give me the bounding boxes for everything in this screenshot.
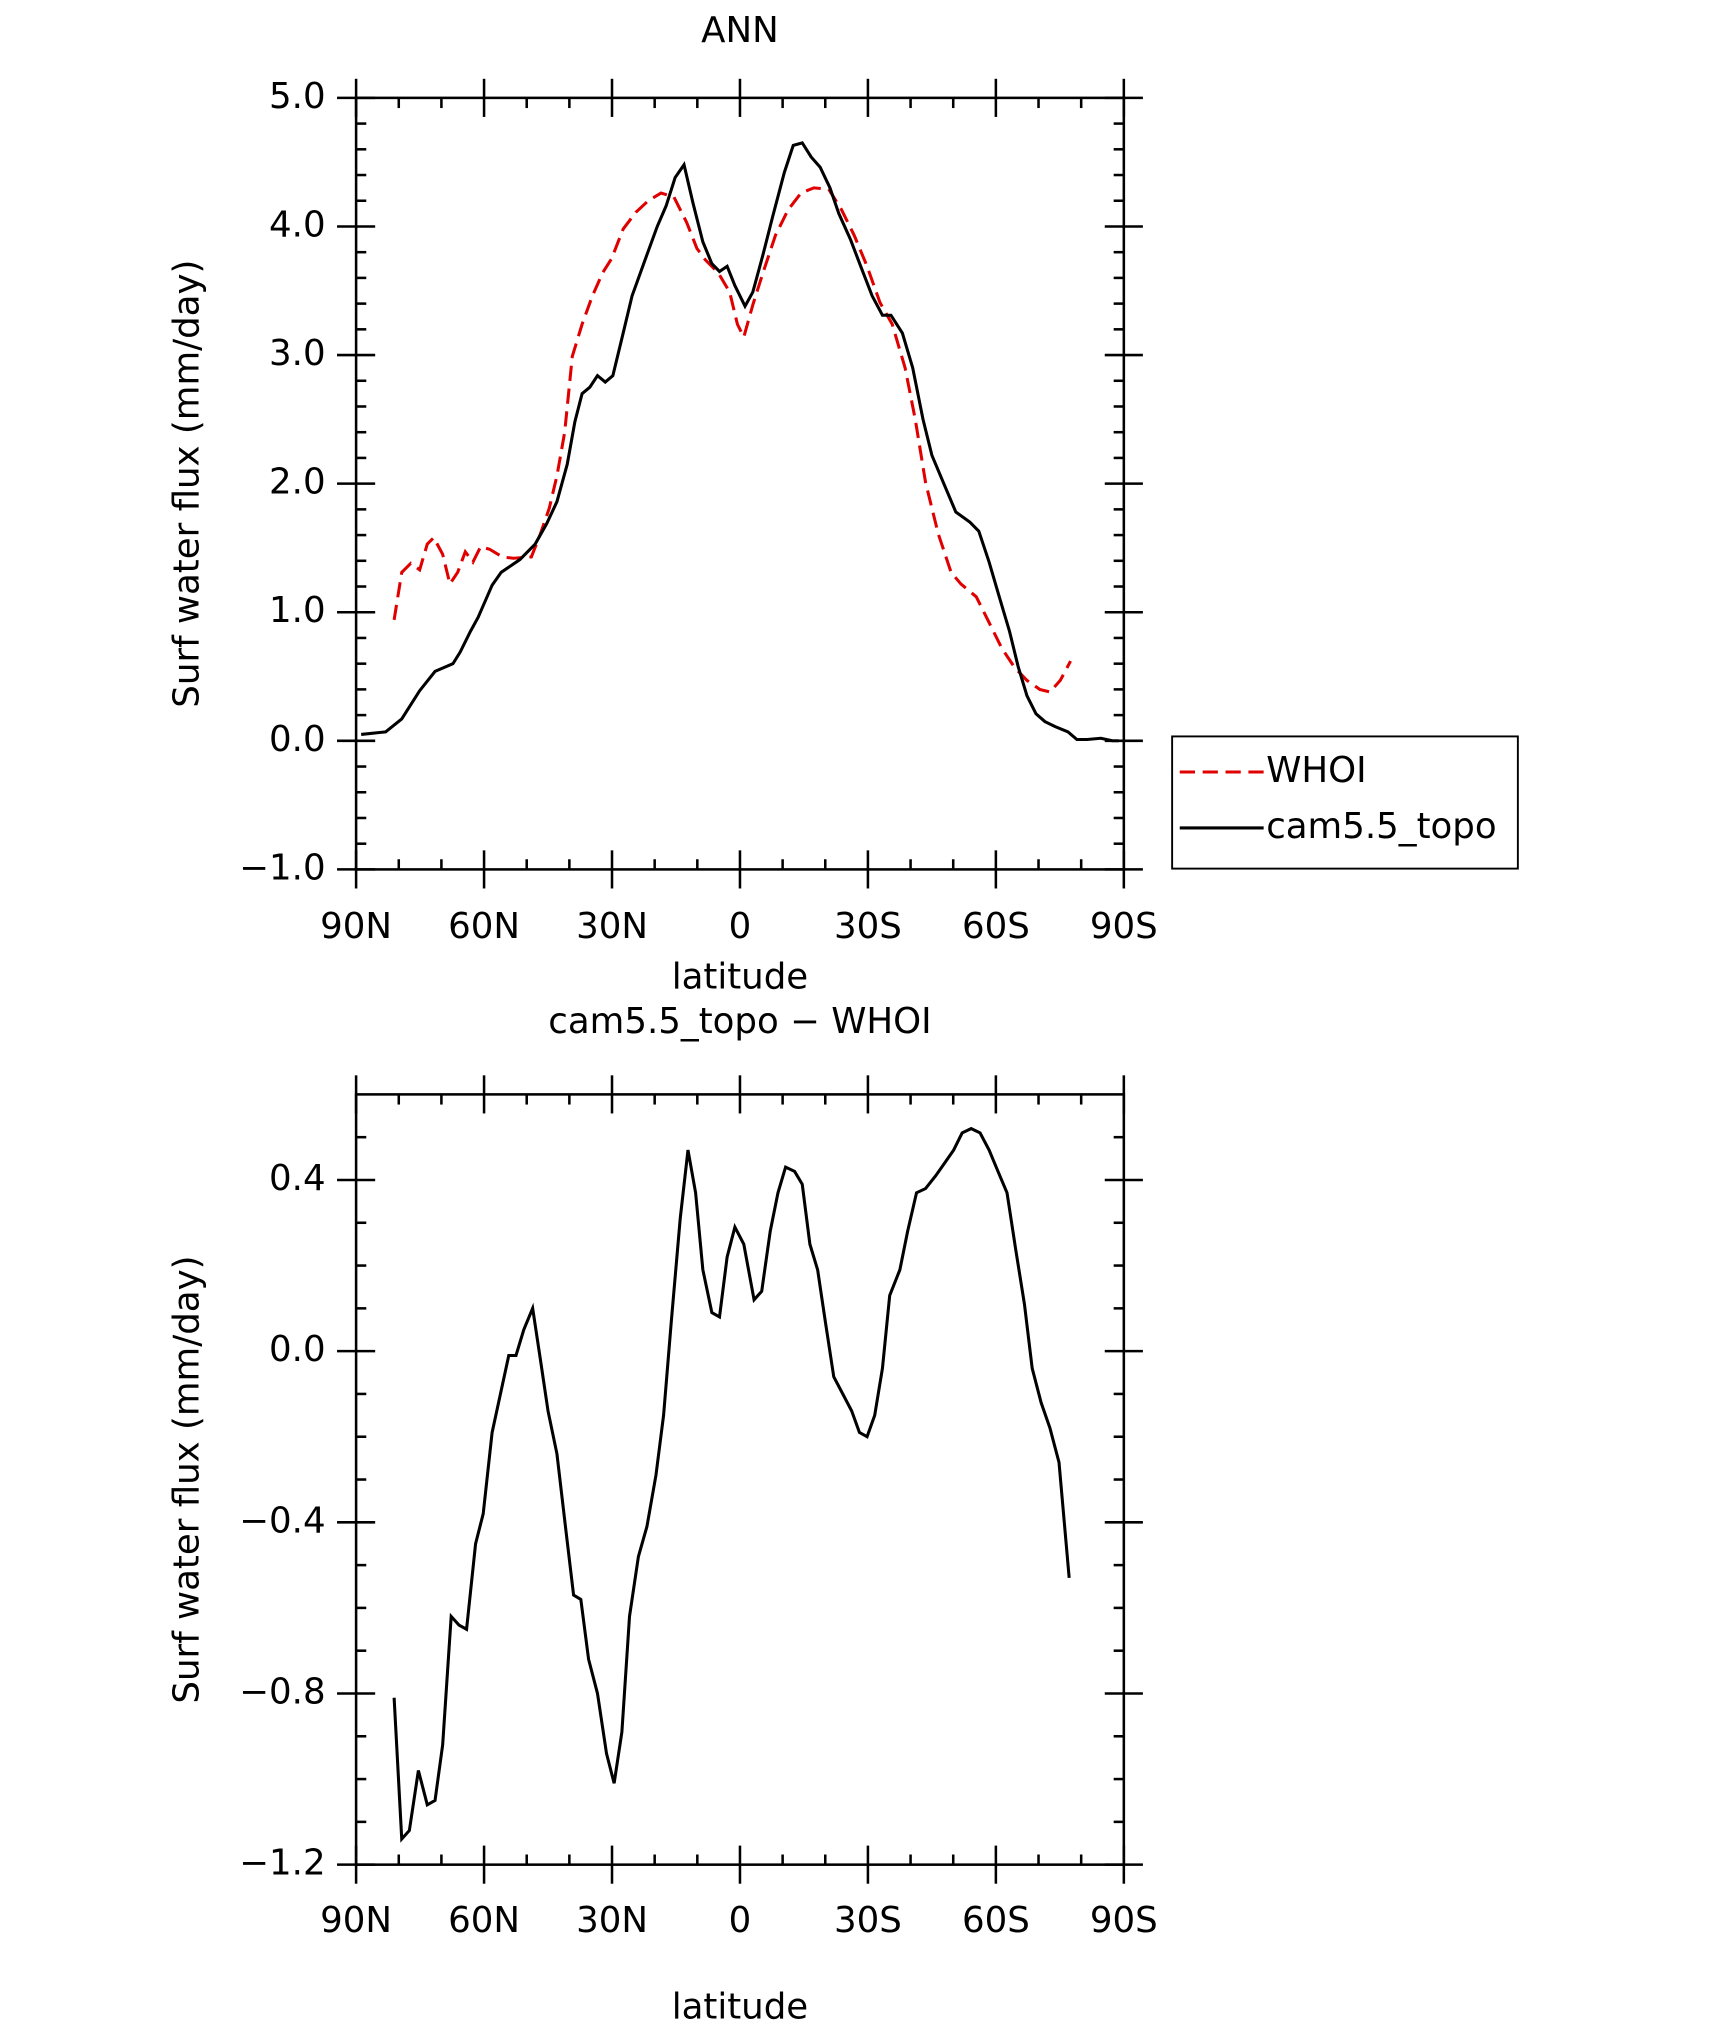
x-tick-label: 90S xyxy=(1090,906,1158,947)
y-tick-label: −1.2 xyxy=(239,1843,325,1884)
x-tick-label: 60S xyxy=(962,1900,1030,1941)
legend-label: cam5.5_topo xyxy=(1266,806,1496,847)
y-tick-label: 0.0 xyxy=(269,719,326,760)
y-tick-label: 4.0 xyxy=(269,204,326,245)
x-tick-label: 30N xyxy=(576,1900,648,1941)
y-axis-title: Surf water flux (mm/day) xyxy=(166,260,207,708)
plot-frame xyxy=(354,96,1126,871)
chart-title: cam5.5_topo − WHOI xyxy=(548,1001,931,1042)
y-tick-label: 0.4 xyxy=(269,1158,326,1199)
x-tick-label: 60S xyxy=(962,906,1030,947)
x-tick-label: 60N xyxy=(448,906,520,947)
legend-label: WHOI xyxy=(1266,750,1366,791)
legend-box xyxy=(1171,735,1519,870)
x-tick-label: 90N xyxy=(320,906,392,947)
x-tick-label: 30S xyxy=(834,1900,902,1941)
y-tick-label: −0.8 xyxy=(239,1671,325,1712)
y-tick-label: 0.0 xyxy=(269,1329,326,1370)
x-tick-label: 60N xyxy=(448,1900,520,1941)
data-line xyxy=(392,186,1072,694)
x-tick-label: 0 xyxy=(729,906,752,947)
y-tick-label: 2.0 xyxy=(269,462,326,503)
y-tick-label: 5.0 xyxy=(269,76,326,117)
x-tick-label: 90S xyxy=(1090,1900,1158,1941)
y-tick-label: −1.0 xyxy=(239,847,325,888)
data-line xyxy=(392,1126,1071,1843)
x-axis-title: latitude xyxy=(672,1986,808,2021)
y-axis-title: Surf water flux (mm/day) xyxy=(166,1255,207,1703)
x-axis-title: latitude xyxy=(672,957,808,998)
data-line xyxy=(361,141,1119,743)
y-tick-label: 1.0 xyxy=(269,590,326,631)
x-tick-label: 90N xyxy=(320,1900,392,1941)
chart-title: ANN xyxy=(701,10,779,51)
x-tick-label: 30S xyxy=(834,906,902,947)
x-tick-label: 0 xyxy=(729,1900,752,1941)
y-tick-label: 3.0 xyxy=(269,333,326,374)
x-tick-label: 30N xyxy=(576,906,648,947)
y-tick-label: −0.4 xyxy=(239,1500,325,1541)
